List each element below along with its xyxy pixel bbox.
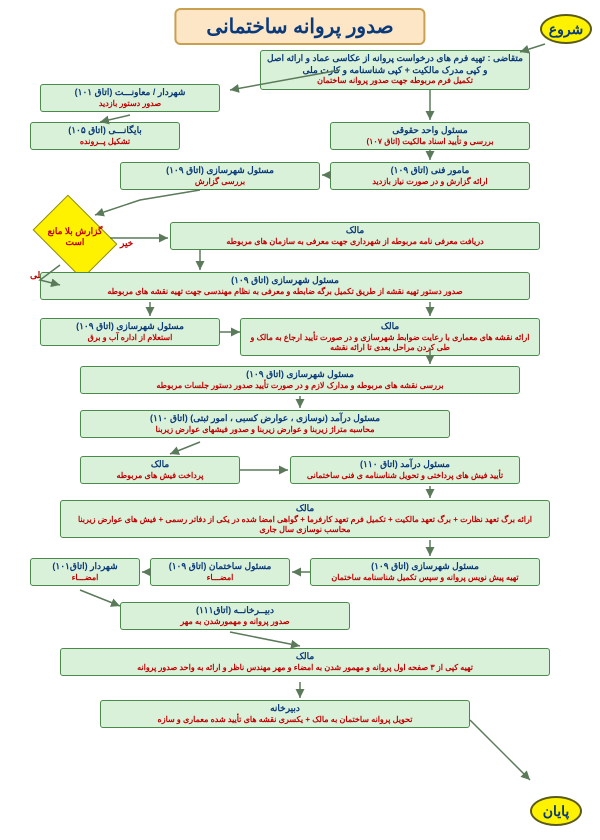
node-building-sign: مسئول ساختمان (اتاق ۱۰۹) امضـــاء	[150, 558, 290, 586]
node-sub: استعلام از اداره آب و برق	[45, 333, 215, 343]
node-sub: تهیه کپی از ۳ صفحه اول پروانه و مهمور شد…	[65, 663, 545, 673]
node-hdr: مالک	[65, 651, 545, 663]
node-inquiry: مسئول شهرسازی (اتاق ۱۰۹) استعلام از ادار…	[40, 318, 220, 346]
node-urban-review-docs: مسئول شهرسازی (اتاق ۱۰۹) بررسی نقشه های …	[80, 366, 520, 394]
node-sub: تحویل پروانه ساختمان به مالک + یکسری نقش…	[105, 715, 465, 725]
node-sub: بررسی و تأیید اسناد مالکیت (اتاق ۱۰۷)	[335, 137, 525, 147]
decision-diamond: گزارش بلا مانع است	[33, 195, 118, 280]
node-legal: مسئول واحد حقوقی بررسی و تأیید اسناد مال…	[330, 122, 530, 150]
node-sub: دریافت معرفی نامه مربوطه از شهرداری جهت …	[175, 237, 535, 247]
node-hdr: مسئول شهرسازی (اتاق ۱۰۹)	[45, 275, 525, 287]
node-hdr: مسئول شهرسازی (اتاق ۱۰۹)	[45, 321, 215, 333]
decision-text: گزارش بلا مانع است	[41, 226, 109, 248]
node-hdr: مسئول واحد حقوقی	[335, 125, 525, 137]
node-owner-pay: مالک پرداخت فیش های مربوطه	[80, 456, 240, 484]
node-owner-letter: مالک دریافت معرفی نامه مربوطه از شهرداری…	[170, 222, 540, 250]
node-sub: بررسی نقشه های مربوطه و مدارک لازم و در …	[85, 381, 515, 391]
node-hdr: مسئول درآمد (اتاق ۱۱۰)	[295, 459, 515, 471]
node-secretariat-deliver: دبیرخانه تحویل پروانه ساختمان به مالک + …	[100, 700, 470, 728]
node-sub: تکمیل فرم مربوطه جهت صدور پروانه ساختمان	[265, 76, 525, 86]
node-hdr: دبیرخانه	[105, 703, 465, 715]
node-hdr: مالک	[245, 321, 535, 333]
node-sub: تأیید فیش های پرداختی و تحویل شناسنامه ی…	[295, 471, 515, 481]
node-hdr: متقاضی : تهیه فرم های درخواست پروانه از …	[265, 53, 525, 76]
node-sub: صدور پروانه و مهمورشدن به مهر	[125, 617, 345, 627]
node-sub: بررسی گزارش	[125, 177, 315, 187]
node-applicant: متقاضی : تهیه فرم های درخواست پروانه از …	[260, 50, 530, 90]
node-sub: ارائه گزارش و در صورت نیاز بازدید	[335, 177, 525, 187]
node-urban-review: مسئول شهرسازی (اتاق ۱۰۹) بررسی گزارش	[120, 162, 320, 190]
node-sub: محاسبه متراژ زیربنا و عوارض زیربنا و صدو…	[85, 425, 445, 435]
node-owner-pledge: مالک ارائه برگ تعهد نظارت + برگ تعهد مال…	[60, 500, 550, 538]
node-sub: صدور دستور بازدید	[45, 99, 215, 109]
node-hdr: بایگانـــی (اتاق ۱۰۵)	[35, 125, 175, 137]
node-hdr: مسئول شهرسازی (اتاق ۱۰۹)	[315, 561, 535, 573]
start-badge: شروع	[540, 14, 592, 44]
node-hdr: دبیــرخانــه (اتاق۱۱۱)	[125, 605, 345, 617]
node-hdr: مسئول درآمد (نوسازی ، عوارض کسبی ، امور …	[85, 413, 445, 425]
node-sub: صدور دستور تهیه نقشه از طریق تکمیل برگه …	[45, 287, 525, 297]
page-title: صدور پروانه ساختمانی	[174, 8, 425, 45]
node-mayor: شهردار / معاونـــت (اتاق ۱۰۱) صدور دستور…	[40, 84, 220, 112]
label-no: خیر	[120, 238, 133, 249]
node-hdr: مسئول ساختمان (اتاق ۱۰۹)	[155, 561, 285, 573]
node-revenue-calc: مسئول درآمد (نوسازی ، عوارض کسبی ، امور …	[80, 410, 450, 438]
node-hdr: مامور فنی (اتاق ۱۰۹)	[335, 165, 525, 177]
node-urban-draft: مسئول شهرسازی (اتاق ۱۰۹) تهیه پیش نویس پ…	[310, 558, 540, 586]
node-archive: بایگانـــی (اتاق ۱۰۵) تشکیل پــرونده	[30, 122, 180, 150]
node-sub: تشکیل پــرونده	[35, 137, 175, 147]
node-hdr: مسئول شهرسازی (اتاق ۱۰۹)	[125, 165, 315, 177]
node-owner-drawings: مالک ارائه نقشه های معماری با رعایت ضواب…	[240, 318, 540, 356]
node-owner-copy: مالک تهیه کپی از ۳ صفحه اول پروانه و مهم…	[60, 648, 550, 676]
node-secretariat: دبیــرخانــه (اتاق۱۱۱) صدور پروانه و مهم…	[120, 602, 350, 630]
node-sub: ارائه برگ تعهد نظارت + برگ تعهد مالکیت +…	[65, 515, 545, 536]
node-sub: امضـــاء	[35, 573, 135, 583]
node-hdr: مالک	[65, 503, 545, 515]
node-mayor-sign: شهردار (اتاق۱۰۱) امضـــاء	[30, 558, 140, 586]
node-hdr: مالک	[175, 225, 535, 237]
node-revenue-confirm: مسئول درآمد (اتاق ۱۱۰) تأیید فیش های پرد…	[290, 456, 520, 484]
node-tech: مامور فنی (اتاق ۱۰۹) ارائه گزارش و در صو…	[330, 162, 530, 190]
node-hdr: مسئول شهرسازی (اتاق ۱۰۹)	[85, 369, 515, 381]
node-hdr: شهردار / معاونـــت (اتاق ۱۰۱)	[45, 87, 215, 99]
node-hdr: مالک	[85, 459, 235, 471]
node-sub: امضـــاء	[155, 573, 285, 583]
node-urban-order: مسئول شهرسازی (اتاق ۱۰۹) صدور دستور تهیه…	[40, 272, 530, 300]
node-sub: ارائه نقشه های معماری با رعایت ضوابط شهر…	[245, 333, 535, 354]
node-sub: تهیه پیش نویس پروانه و سپس تکمیل شناسنام…	[315, 573, 535, 583]
end-badge: پایان	[530, 796, 582, 826]
node-sub: پرداخت فیش های مربوطه	[85, 471, 235, 481]
node-hdr: شهردار (اتاق۱۰۱)	[35, 561, 135, 573]
